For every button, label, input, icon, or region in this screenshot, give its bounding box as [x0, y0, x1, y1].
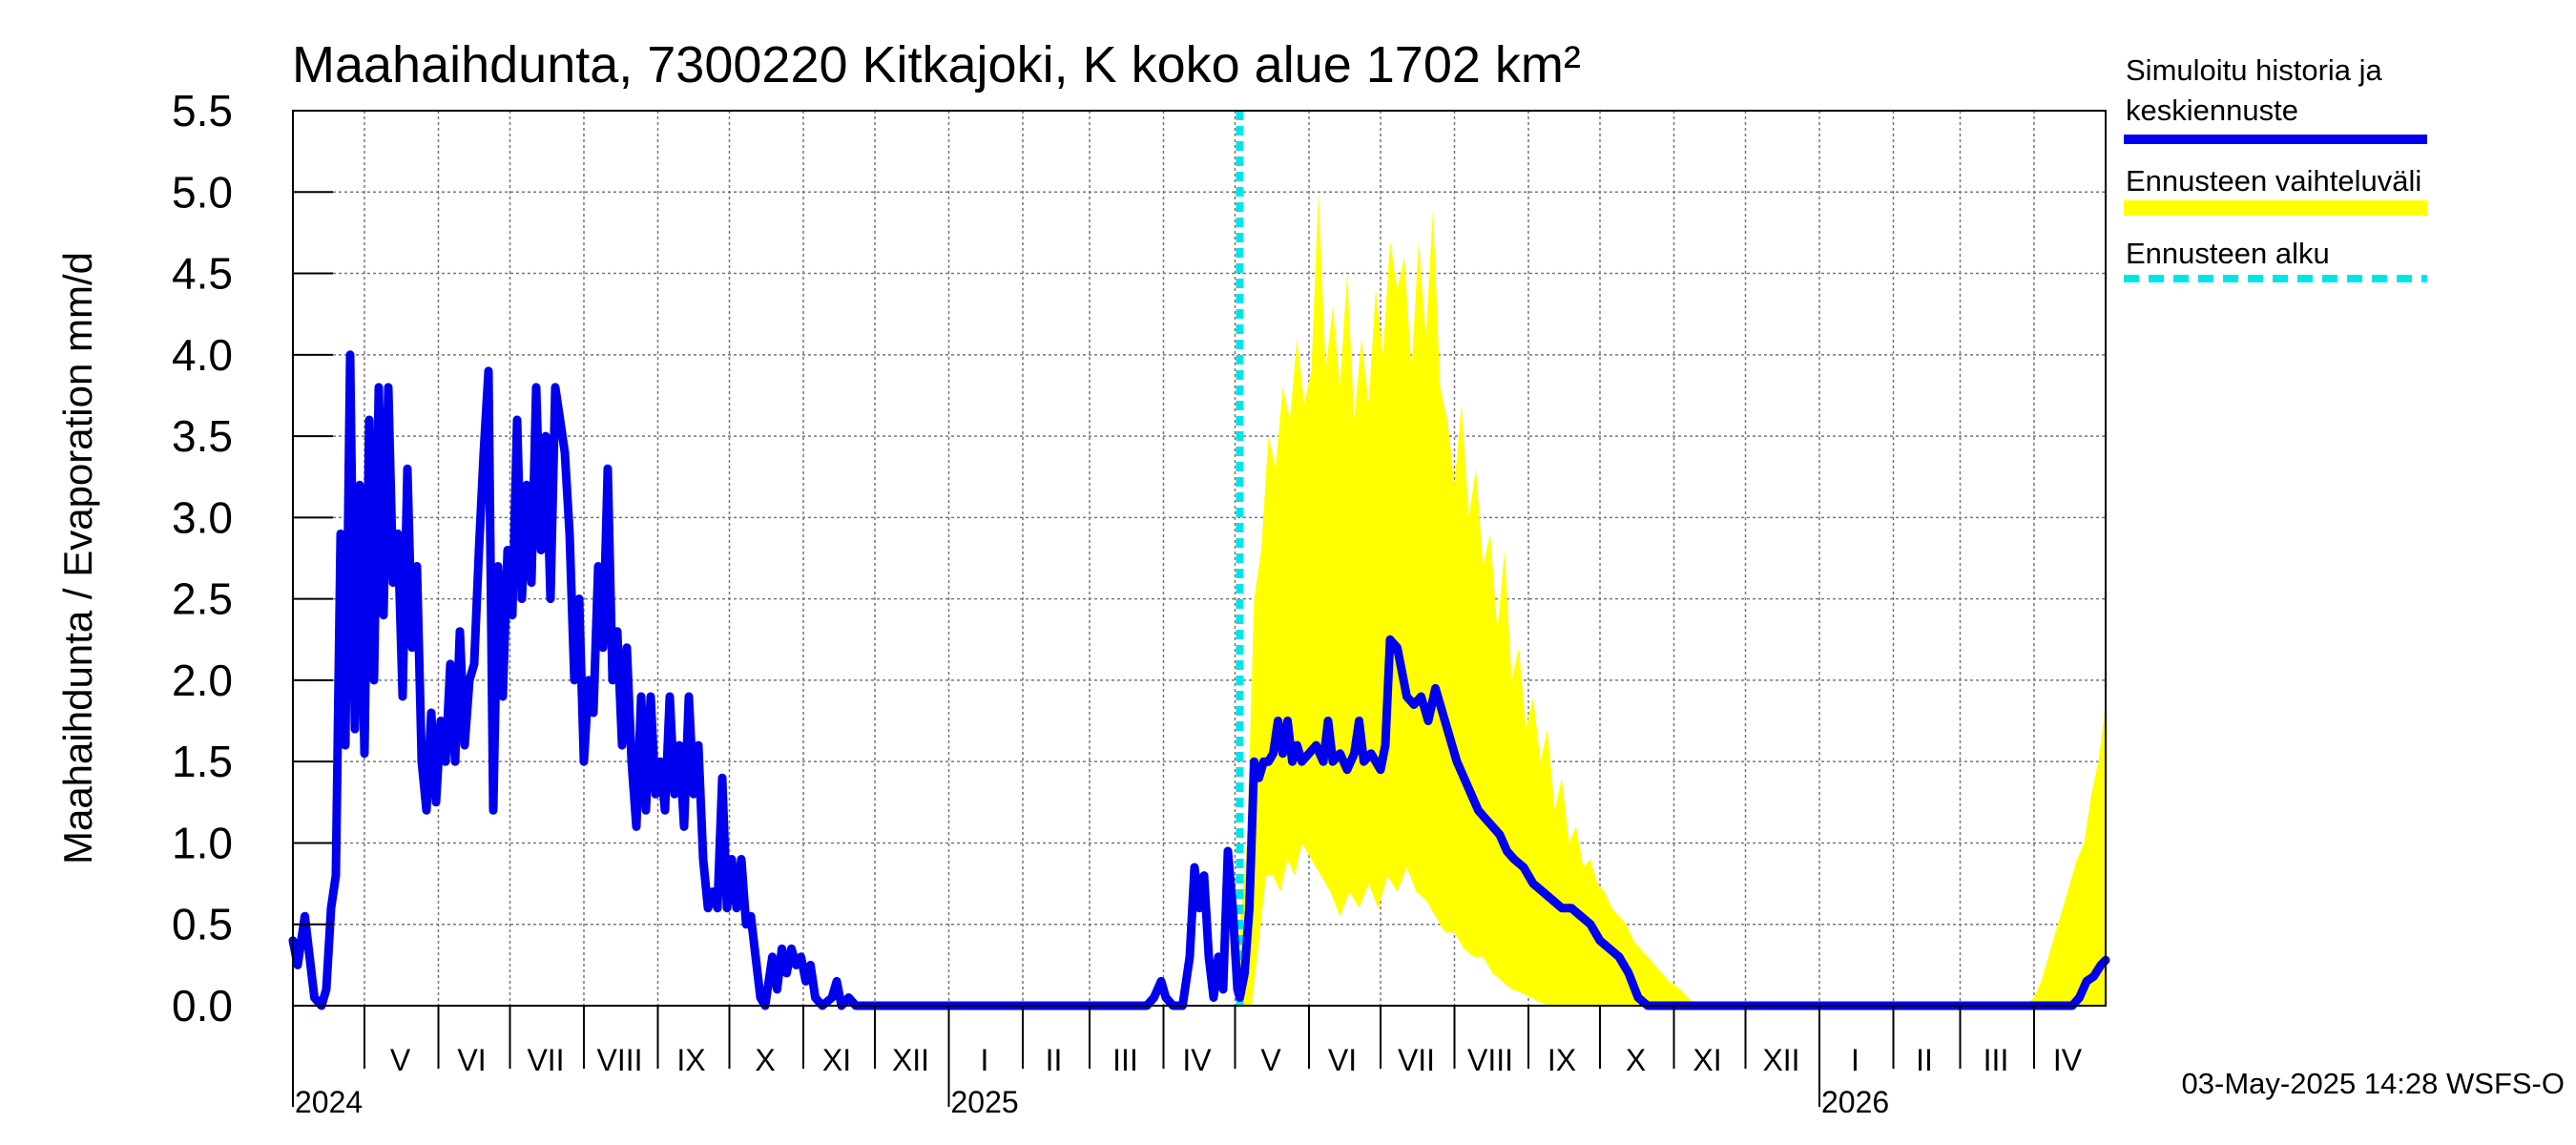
- legend: Simuloitu historia ja keskiennuste Ennus…: [2124, 53, 2427, 282]
- legend-label-line2: keskiennuste: [2126, 94, 2298, 127]
- month-label: V: [390, 1043, 411, 1077]
- forecast-range-area: [1239, 192, 2106, 1007]
- y-tick-label: 1.0: [172, 818, 233, 867]
- month-label: XI: [1693, 1043, 1721, 1077]
- month-label: VIII: [596, 1043, 642, 1077]
- y-tick-label: 2.5: [172, 574, 233, 624]
- y-tick-label: 5.5: [172, 86, 233, 135]
- y-tick-label: 0.5: [172, 900, 233, 949]
- month-label: VIII: [1467, 1043, 1513, 1077]
- y-tick-label: 5.0: [172, 167, 233, 217]
- y-tick-label: 4.0: [172, 330, 233, 380]
- legend-label-line1: Simuloitu historia ja: [2126, 53, 2383, 87]
- y-tick-label: 1.5: [172, 737, 233, 786]
- month-label: XII: [892, 1043, 929, 1077]
- legend-label-forecast-start: Ennusteen alku: [2126, 237, 2330, 270]
- month-label: I: [981, 1043, 989, 1077]
- y-tick-label: 3.5: [172, 411, 233, 461]
- month-label: II: [1046, 1043, 1063, 1077]
- month-label: X: [755, 1043, 775, 1077]
- month-label: VI: [457, 1043, 486, 1077]
- month-label: VII: [1398, 1043, 1435, 1077]
- plot-frame: [292, 110, 2107, 1007]
- month-label: IX: [676, 1043, 705, 1077]
- y-tick-label: 3.0: [172, 492, 233, 542]
- chart-title: Maahaihdunta, 7300220 Kitkajoki, K koko …: [292, 36, 1581, 94]
- month-label: VII: [527, 1043, 564, 1077]
- y-tick-label: 4.5: [172, 249, 233, 299]
- simulated-series: [288, 350, 2110, 1010]
- timestamp: 03-May-2025 14:28 WSFS-O: [2182, 1067, 2565, 1100]
- month-label: IV: [2053, 1043, 2083, 1077]
- year-label: 2026: [1821, 1085, 1889, 1119]
- month-label: IX: [1548, 1043, 1576, 1077]
- month-label: X: [1626, 1043, 1646, 1077]
- month-label: V: [1260, 1043, 1281, 1077]
- month-label: III: [1984, 1043, 2009, 1077]
- legend-label-range: Ennusteen vaihteluväli: [2126, 164, 2421, 198]
- year-label: 2025: [951, 1085, 1019, 1119]
- year-label: 2024: [295, 1085, 363, 1119]
- month-label: I: [1851, 1043, 1859, 1077]
- forecast-range-band: [1239, 192, 2106, 1007]
- month-label: II: [1916, 1043, 1933, 1077]
- y-axis: 0.0 0.5 1.0 1.5 2.0 2.5 3.0 3.5 4.0 4.5 5.0 5.5: [172, 86, 333, 1030]
- y-tick-label: 0.0: [172, 981, 233, 1030]
- y-axis-label: Maahaihdunta / Evaporation mm/d: [55, 252, 100, 864]
- x-axis: V VI VII VIII IX X XI XII I II III IV V VI VII VIII IX X X…: [292, 1006, 2083, 1119]
- month-label: IV: [1182, 1043, 1212, 1077]
- month-label: XII: [1762, 1043, 1799, 1077]
- y-tick-label: 2.0: [172, 656, 233, 705]
- month-label: XI: [822, 1043, 851, 1077]
- simulated-line: [288, 350, 2110, 1010]
- month-label: VI: [1328, 1043, 1357, 1077]
- month-label: III: [1112, 1043, 1138, 1077]
